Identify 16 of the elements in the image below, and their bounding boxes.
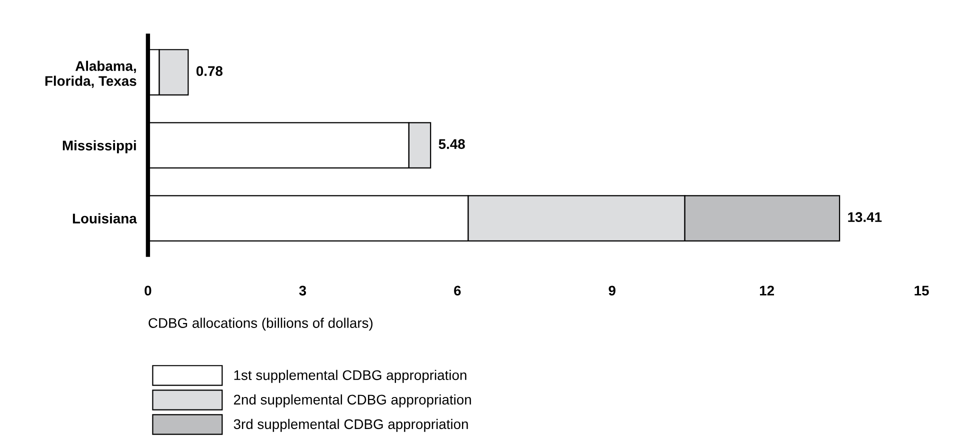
- x-tick-label: 6: [454, 286, 461, 296]
- y-tick-label: Louisiana: [72, 213, 137, 224]
- total-label: 13.41: [848, 212, 882, 222]
- x-tick-label: 0: [144, 286, 152, 296]
- total-label: 5.48: [438, 139, 465, 150]
- x-tick-label: 3: [299, 286, 306, 296]
- y-tick-label: Alabama, Florida, Texas: [45, 60, 136, 88]
- x-tick-label: 9: [608, 286, 616, 296]
- legend-label: 2nd supplemental CDBG appropriation: [234, 394, 471, 408]
- legend-label: 1st supplemental CDBG appropriation: [234, 370, 466, 383]
- x-axis-title: CDBG allocations (billions of dollars): [148, 318, 372, 331]
- legend-label: 3rd supplemental CDBG appropriation: [234, 418, 468, 432]
- x-tick-label: 15: [914, 286, 929, 296]
- x-tick-label: 12: [760, 286, 774, 296]
- total-label: 0.78: [196, 66, 223, 76]
- y-tick-label: Mississippi: [62, 140, 136, 154]
